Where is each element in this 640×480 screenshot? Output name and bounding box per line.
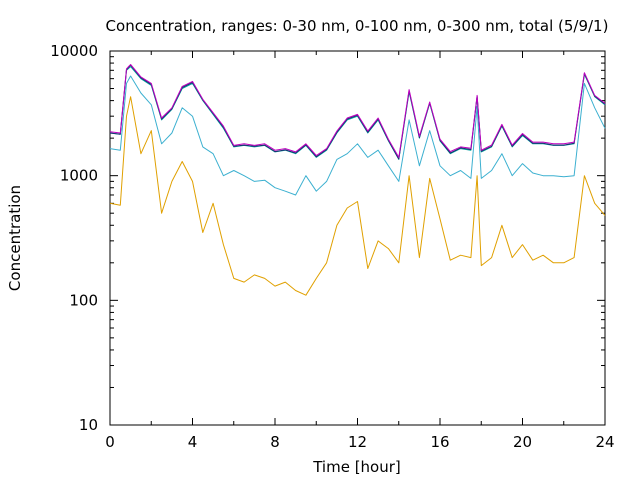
plot-frame	[109, 50, 606, 426]
y-tick-label: 1000	[60, 167, 98, 185]
x-tick-label: 16	[430, 433, 449, 451]
axis-ticks: 0 4 8 12 16 20 24 10 100 1000 10000	[50, 42, 614, 451]
x-tick-label: 4	[188, 433, 198, 451]
series-lines	[109, 64, 606, 296]
x-tick-label: 8	[270, 433, 280, 451]
y-tick-label: 10000	[50, 42, 98, 60]
x-tick-label: 24	[595, 433, 614, 451]
y-tick-label: 10	[79, 416, 98, 434]
series-line-2	[109, 75, 606, 196]
y-axis-label: Concentration	[6, 185, 24, 291]
series-line-3	[109, 66, 606, 160]
series-line-1	[109, 96, 606, 296]
y-tick-label: 100	[69, 291, 98, 309]
x-tick-label: 0	[105, 433, 115, 451]
series-line-5	[109, 64, 606, 158]
x-tick-label: 20	[513, 433, 532, 451]
x-tick-label: 12	[348, 433, 367, 451]
x-axis-label: Time [hour]	[312, 458, 401, 476]
series-line-4	[109, 64, 606, 160]
chart-title: Concentration, ranges: 0-30 nm, 0-100 nm…	[106, 17, 609, 35]
